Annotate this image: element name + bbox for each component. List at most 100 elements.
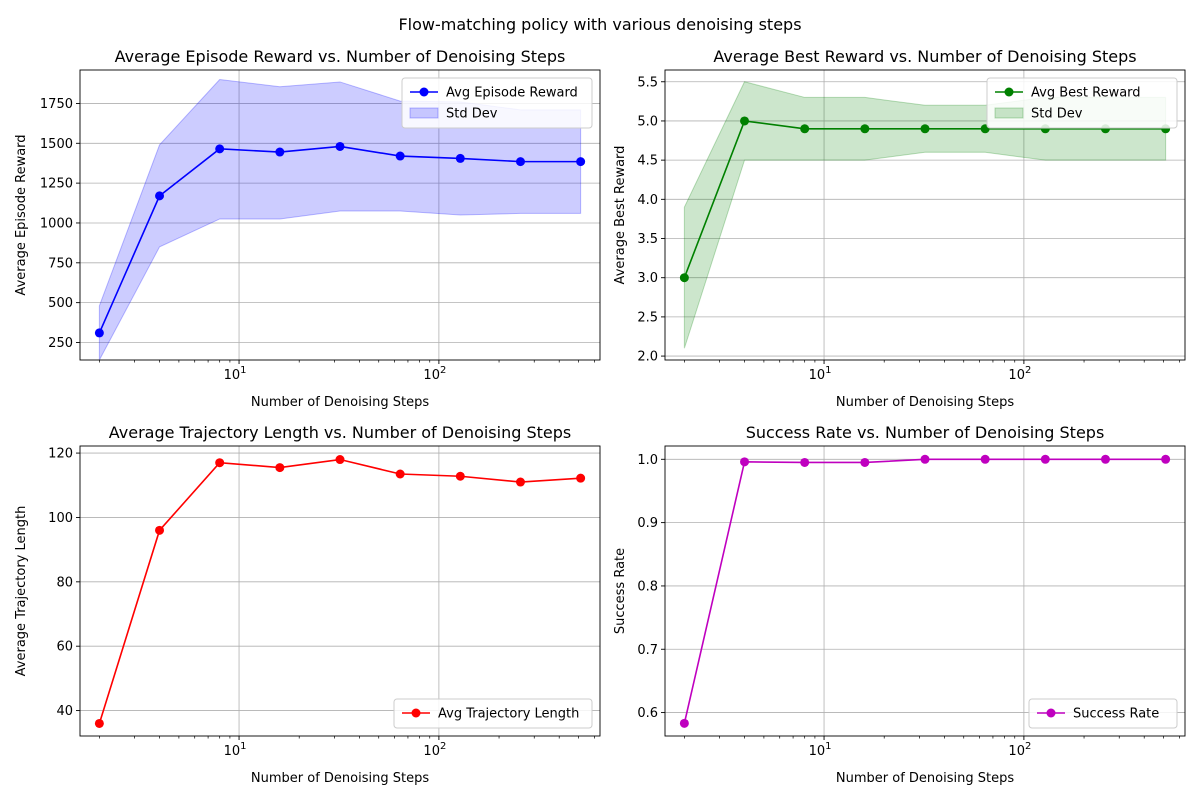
chart-1-legend: Avg Episode Reward Std Dev (401, 77, 593, 129)
chart-1-point-5 (395, 151, 405, 161)
chart-2-std-band (683, 81, 1167, 349)
chart-4-xlabel: Number of Denoising Steps (836, 771, 1014, 786)
chart-2-xtick-label-1: 102 (1008, 365, 1031, 383)
chart-1-point-3 (275, 147, 285, 157)
chart-3-point-2 (215, 458, 225, 468)
chart-2-point-4 (920, 124, 930, 134)
chart-4: Success Rate vs. Number of Denoising Ste… (613, 423, 1186, 786)
chart-3-point-7 (515, 477, 525, 487)
chart-2-ytick-label-2: 3.0 (637, 271, 658, 286)
chart-1-point-8 (576, 157, 586, 167)
chart-4-legend: Success Rate (1028, 698, 1178, 729)
chart-1-axes-frame (79, 69, 601, 361)
chart-2-point-1 (740, 116, 750, 126)
chart-1-xtick-label-1: 102 (423, 365, 446, 383)
chart-2: Average Best Reward vs. Number of Denois… (613, 47, 1186, 410)
chart-3-axes-frame (79, 445, 601, 737)
chart-2-ytick-label-5: 4.5 (637, 154, 658, 169)
chart-1-legend-label-1: Std Dev (446, 107, 498, 122)
chart-3-ytick-label-3: 100 (48, 511, 73, 526)
chart-3-xtick-label-1: 102 (423, 741, 446, 759)
chart-1-ytick-label-2: 750 (48, 256, 73, 271)
chart-1-xlabel: Number of Denoising Steps (251, 395, 429, 410)
chart-4-point-8 (1161, 454, 1171, 464)
chart-1-point-2 (215, 144, 225, 154)
chart-4-ytick-label-0: 0.6 (637, 706, 658, 721)
chart-3-ytick-label-1: 60 (56, 640, 73, 655)
chart-3-ytick-label-0: 40 (56, 704, 73, 719)
chart-2-point-3 (860, 124, 870, 134)
chart-4-ytick-label-1: 0.7 (637, 643, 658, 658)
chart-4-point-3 (860, 457, 870, 467)
chart-4-ytick-label-4: 1.0 (637, 453, 658, 468)
chart-4-legend-box (1028, 698, 1178, 729)
chart-1-ytick-label-1: 500 (48, 296, 73, 311)
chart-3-point-6 (455, 471, 465, 481)
chart-4-point-0 (679, 718, 689, 728)
chart-3-point-0 (94, 718, 104, 728)
chart-4-legend-marker-swatch (1046, 708, 1056, 718)
chart-1-legend-marker-swatch (419, 87, 429, 97)
chart-1-point-0 (94, 328, 104, 338)
chart-4-xtick-exp-0: 1 (825, 741, 831, 752)
chart-3-point-1 (155, 525, 165, 535)
chart-2-legend-label-1: Std Dev (1031, 107, 1083, 122)
chart-3-series-line (98, 458, 581, 724)
chart-4-xtick-label-1: 102 (1008, 741, 1031, 759)
chart-1-ylabel: Average Episode Reward (14, 134, 29, 295)
chart-4-point-6 (1040, 454, 1050, 464)
chart-4-point-5 (980, 454, 990, 464)
chart-4-xtick-exp-1: 2 (1025, 741, 1031, 752)
chart-1-point-6 (455, 153, 465, 163)
chart-3-legend-marker-swatch (411, 708, 421, 718)
chart-1-xtick-label-0: 101 (224, 365, 247, 383)
chart-2-ytick-label-1: 2.5 (637, 310, 658, 325)
chart-1-ytick-label-6: 1750 (40, 97, 73, 112)
chart-1-legend-band-swatch (409, 107, 439, 119)
chart-3-xlabel: Number of Denoising Steps (251, 771, 429, 786)
chart-4-title: Success Rate vs. Number of Denoising Ste… (746, 423, 1105, 442)
chart-2-legend-marker-swatch (1004, 87, 1014, 97)
chart-3-xtick-label-0: 101 (224, 741, 247, 759)
chart-2-ytick-label-6: 5.0 (637, 114, 658, 129)
chart-1-ytick-label-4: 1250 (40, 177, 73, 192)
chart-1-legend-label-0: Avg Episode Reward (446, 86, 578, 101)
chart-2-ylabel: Average Best Reward (613, 146, 628, 285)
chart-1-point-1 (155, 191, 165, 201)
chart-2-legend-band-swatch (994, 107, 1024, 119)
chart-3-point-3 (275, 463, 285, 473)
chart-2-ytick-label-0: 2.0 (637, 350, 658, 365)
chart-1-legend-box (401, 77, 593, 129)
chart-2-legend-box (986, 77, 1178, 129)
chart-3-point-8 (576, 473, 586, 483)
chart-4-axes-frame (664, 445, 1186, 737)
chart-1-xtick-exp-1: 2 (440, 365, 446, 376)
chart-2-point-0 (679, 273, 689, 283)
chart-4-ytick-label-2: 0.8 (637, 579, 658, 594)
chart-3-legend-box (393, 698, 593, 729)
chart-3-ylabel: Average Trajectory Length (14, 506, 29, 677)
chart-4-point-4 (920, 454, 930, 464)
chart-2-legend-label-0: Avg Best Reward (1031, 86, 1141, 101)
chart-4-series-line (683, 458, 1166, 724)
chart-1-point-7 (515, 157, 525, 167)
chart-2-axes-frame (664, 69, 1186, 361)
chart-1-ytick-label-5: 1500 (40, 137, 73, 152)
chart-1: Average Episode Reward vs. Number of Den… (14, 47, 601, 410)
chart-2-ytick-label-4: 4.0 (637, 193, 658, 208)
chart-3: Average Trajectory Length vs. Number of … (14, 423, 601, 786)
chart-2-ytick-label-7: 5.5 (637, 75, 658, 90)
chart-1-xtick-exp-0: 1 (240, 365, 246, 376)
chart-1-point-4 (335, 141, 345, 151)
chart-2-xlabel: Number of Denoising Steps (836, 395, 1014, 410)
chart-4-legend-label-0: Success Rate (1073, 707, 1159, 722)
chart-2-title: Average Best Reward vs. Number of Denois… (713, 47, 1136, 66)
chart-3-point-5 (395, 469, 405, 479)
chart-1-title: Average Episode Reward vs. Number of Den… (115, 47, 566, 66)
chart-4-point-2 (800, 457, 810, 467)
chart-3-point-4 (335, 455, 345, 465)
chart-1-ytick-label-0: 250 (48, 336, 73, 351)
chart-3-ytick-label-4: 120 (48, 447, 73, 462)
